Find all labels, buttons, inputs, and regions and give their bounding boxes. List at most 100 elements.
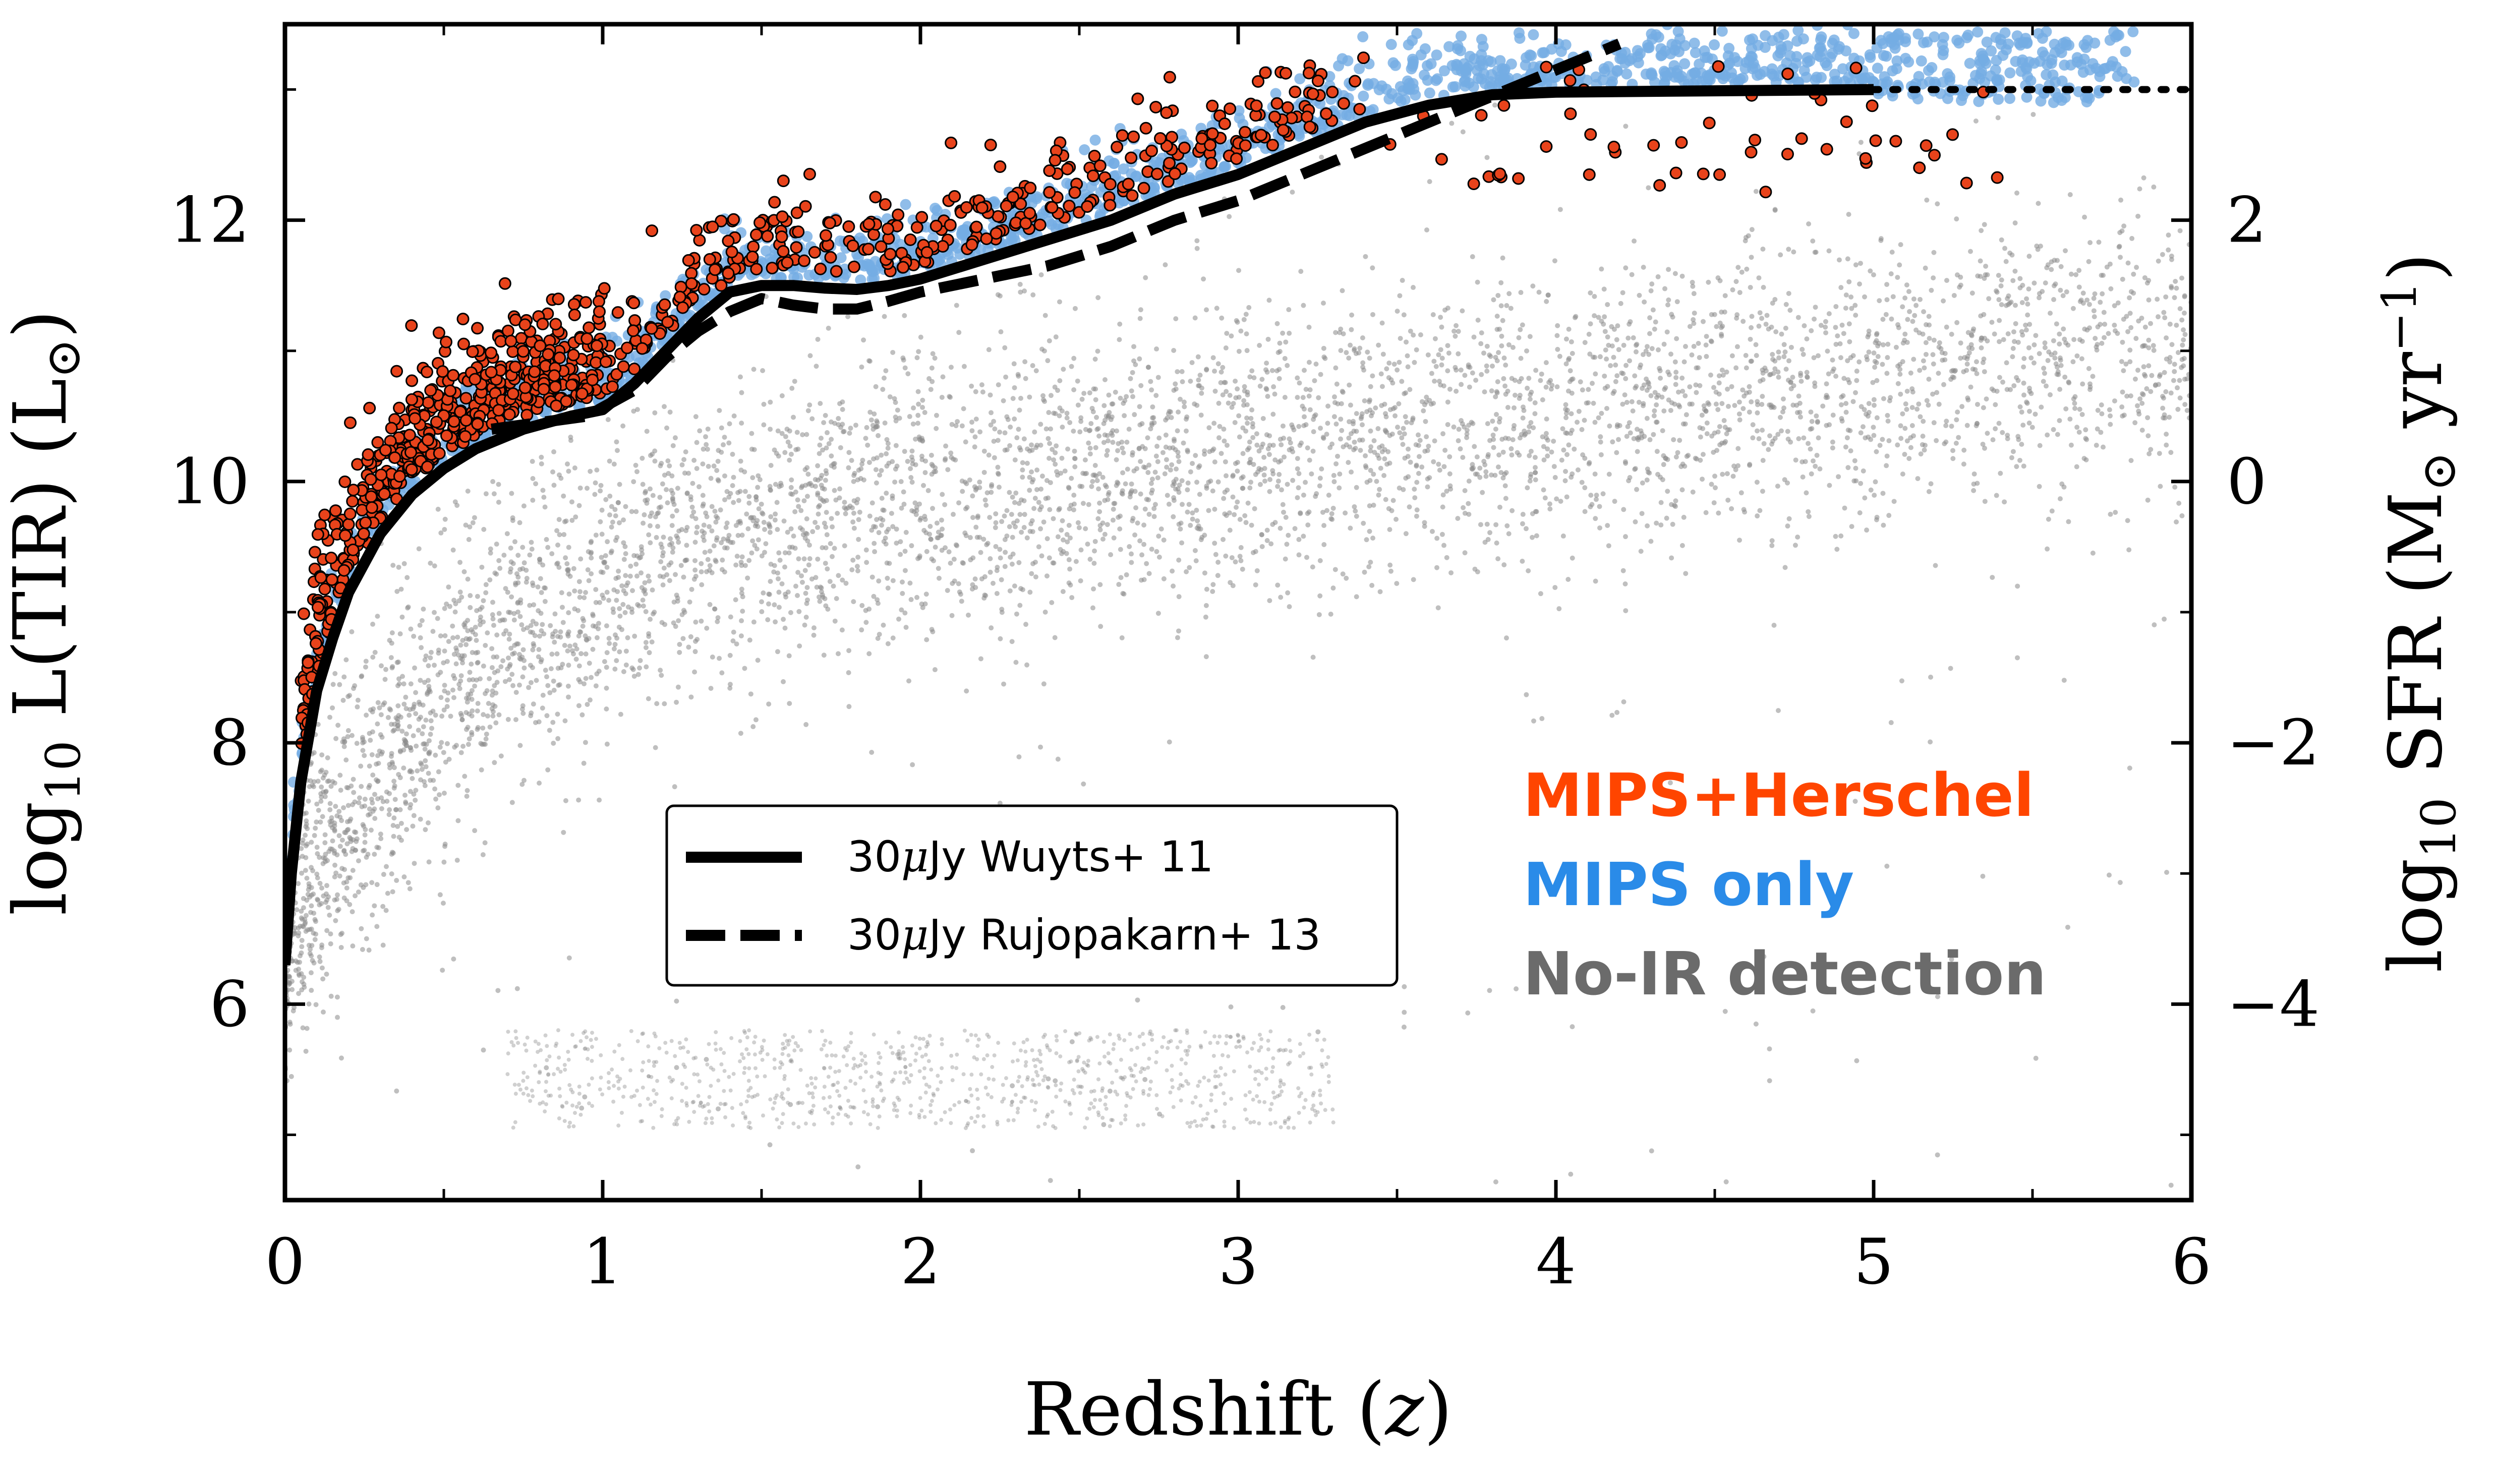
no-ir-point: [1660, 477, 1665, 483]
no-ir-point: [1173, 386, 1179, 392]
no-ir-point: [856, 537, 861, 542]
no-ir-point: [2063, 248, 2068, 254]
no-ir-point: [1679, 543, 1685, 548]
no-ir-point: [1368, 467, 1373, 473]
no-ir-point: [1046, 436, 1051, 441]
no-ir-point: [869, 527, 875, 533]
no-ir-point: [2005, 331, 2011, 337]
no-ir-point: [442, 527, 447, 532]
no-ir-point: [967, 477, 972, 483]
no-ir-point: [1129, 551, 1134, 557]
no-ir-point: [483, 590, 489, 596]
no-ir-point: [699, 561, 704, 566]
no-ir-point: [727, 682, 733, 687]
no-ir-point: [531, 602, 537, 608]
no-ir-point: [648, 540, 653, 546]
no-ir-point: [1181, 440, 1186, 446]
no-ir-point: [1341, 444, 1346, 450]
no-ir-point: [1781, 354, 1787, 360]
no-ir-point: [1151, 506, 1157, 511]
no-ir-point: [1483, 473, 1489, 479]
no-ir-point: [901, 501, 907, 507]
no-ir-point: [390, 889, 395, 895]
no-ir-point: [296, 925, 301, 931]
no-ir-point: [1280, 423, 1286, 429]
no-ir-point: [1014, 611, 1019, 617]
no-ir-point: [1321, 354, 1327, 360]
no-ir-point: [322, 794, 328, 799]
no-ir-point: [531, 701, 536, 707]
no-ir-point: [714, 535, 720, 541]
no-ir-point: [1349, 469, 1354, 475]
no-ir-point: [494, 632, 500, 638]
no-ir-point: [1464, 431, 1470, 437]
no-ir-point: [1017, 512, 1023, 517]
no-ir-point: [1722, 425, 1728, 430]
no-ir-point: [1565, 577, 1571, 582]
no-ir-point: [1115, 481, 1121, 486]
no-ir-point: [1772, 296, 1778, 302]
no-ir-point: [2074, 353, 2080, 359]
no-ir-point: [464, 794, 470, 799]
no-ir-point: [413, 711, 419, 717]
no-ir-point: [738, 458, 743, 464]
no-ir-point: [1611, 327, 1617, 332]
no-ir-point: [775, 576, 781, 581]
no-ir-point: [1846, 279, 1852, 284]
no-ir-point: [2125, 518, 2130, 523]
no-ir-point: [2006, 293, 2011, 299]
no-ir-point: [569, 499, 574, 505]
no-ir-point: [1593, 497, 1599, 502]
no-ir-point: [1884, 297, 1890, 303]
no-ir-point: [739, 554, 745, 560]
no-ir-point: [1846, 212, 1851, 217]
no-ir-point: [1439, 324, 1444, 330]
no-ir-point: [622, 610, 628, 615]
no-ir-point: [423, 653, 429, 659]
no-ir-point: [621, 669, 626, 674]
no-ir-point: [788, 485, 794, 490]
no-ir-point: [776, 605, 782, 610]
no-ir-point: [1148, 379, 1153, 384]
no-ir-point: [908, 466, 913, 471]
no-ir-point: [674, 592, 679, 598]
no-ir-point: [327, 807, 333, 812]
no-ir-point: [875, 424, 880, 430]
no-ir-point: [2044, 265, 2050, 270]
no-ir-point: [948, 560, 953, 566]
no-ir-point: [2120, 276, 2125, 282]
no-ir-point: [537, 559, 543, 565]
no-ir-point: [1111, 506, 1116, 512]
no-ir-point: [846, 704, 852, 709]
no-ir-point: [1711, 385, 1717, 390]
no-ir-point: [1139, 552, 1145, 558]
no-ir-point: [441, 791, 447, 796]
no-ir-point: [1216, 400, 1222, 406]
no-ir-point: [2181, 310, 2187, 316]
no-ir-point: [885, 445, 891, 451]
no-ir-point: [781, 518, 787, 524]
no-ir-point: [1669, 312, 1674, 317]
no-ir-point: [1786, 247, 1791, 252]
no-ir-point: [1173, 447, 1178, 452]
no-ir-point: [1772, 366, 1778, 372]
no-ir-point: [606, 635, 612, 641]
no-ir-point: [898, 539, 903, 545]
no-ir-point: [1153, 393, 1159, 398]
no-ir-point: [1767, 433, 1773, 439]
no-ir-point: [1597, 504, 1602, 509]
no-ir-point: [1767, 1046, 1772, 1052]
no-ir-point: [341, 848, 347, 853]
no-ir-point: [2073, 272, 2079, 277]
no-ir-point: [1775, 708, 1781, 714]
no-ir-point: [1915, 476, 1921, 482]
no-ir-point: [1718, 325, 1724, 330]
no-ir-point: [815, 524, 821, 530]
no-ir-point: [699, 569, 704, 574]
no-ir-point: [1895, 442, 1900, 448]
no-ir-point: [368, 738, 373, 743]
no-ir-point: [1245, 421, 1250, 426]
no-ir-point: [1215, 573, 1221, 578]
no-ir-point: [1722, 1008, 1728, 1014]
no-ir-point: [1180, 502, 1185, 507]
